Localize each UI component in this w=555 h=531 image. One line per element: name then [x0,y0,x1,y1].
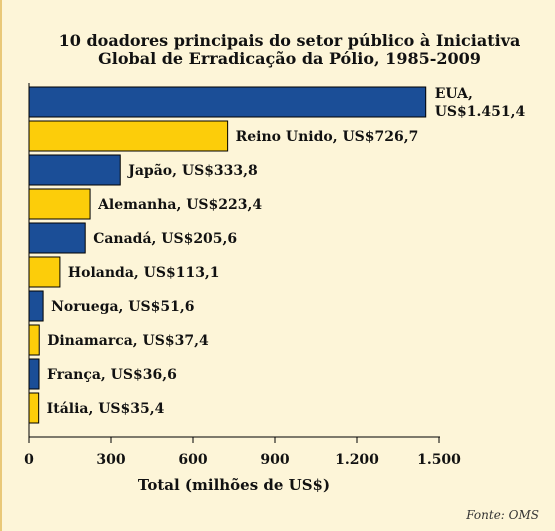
x-tick-label: 900 [260,452,289,468]
bar-eua [28,86,427,118]
bar-noruega [28,290,44,322]
bar-label: Holanda, US$113,1 [68,265,220,281]
bar-label: Canadá, US$205,6 [93,231,237,247]
bar-frança [28,358,40,390]
bar-dinamarca [28,324,40,356]
x-tick-label: 1.500 [417,452,461,468]
bar-label: Alemanha, US$223,4 [97,197,262,213]
bar-label: França, US$36,6 [47,367,177,383]
x-tick-label: 600 [178,452,207,468]
bar-canadá [28,222,86,254]
bar-label: Japão, US$333,8 [126,162,258,179]
bar-itália [28,392,40,424]
x-axis-label: Total (milhões de US$) [138,476,330,494]
chart-title: 10 doadores principais do setor público … [22,32,555,68]
bar-reino-unido [28,120,229,152]
bar-label-prefix: EUA, [435,86,473,102]
bar-label: Dinamarca, US$37,4 [47,333,209,349]
chart-title-line-1: 10 doadores principais do setor público … [58,31,521,50]
bar-label: US$1.451,4 [435,104,526,120]
bar-label: Itália, US$35,4 [47,401,165,417]
chart-title-line-2: Global de Erradicação da Pólio, 1985-200… [98,49,481,68]
x-tick-label: 0 [24,452,34,468]
bar-label: Reino Unido, US$726,7 [236,129,419,145]
source-note: Fonte: OMS [466,508,539,522]
bar-label: Noruega, US$51,6 [51,299,194,315]
bar-alemanha [28,188,91,220]
x-tick-label: 1.200 [335,452,379,468]
bar-holanda [28,256,61,288]
bar-japão [28,154,121,186]
x-tick-label: 300 [96,452,125,468]
